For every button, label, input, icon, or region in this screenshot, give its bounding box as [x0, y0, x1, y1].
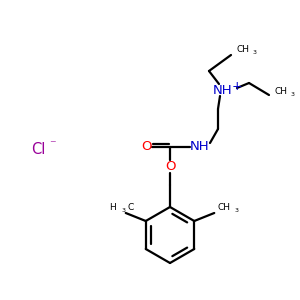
- Text: +: +: [232, 80, 242, 94]
- Text: NH: NH: [190, 140, 210, 154]
- Text: O: O: [141, 140, 151, 154]
- Text: O: O: [165, 160, 175, 173]
- Text: CH: CH: [236, 46, 250, 55]
- Text: C: C: [128, 203, 134, 212]
- Text: 3: 3: [291, 92, 295, 98]
- Text: 3: 3: [234, 208, 238, 214]
- Text: H: H: [109, 203, 116, 212]
- Text: 3: 3: [253, 50, 257, 56]
- Text: 3: 3: [122, 208, 126, 214]
- Text: CH: CH: [218, 203, 231, 212]
- Text: CH: CH: [274, 88, 287, 97]
- Text: ⁻: ⁻: [49, 139, 55, 152]
- Text: Cl: Cl: [31, 142, 45, 158]
- Text: NH: NH: [213, 85, 233, 98]
